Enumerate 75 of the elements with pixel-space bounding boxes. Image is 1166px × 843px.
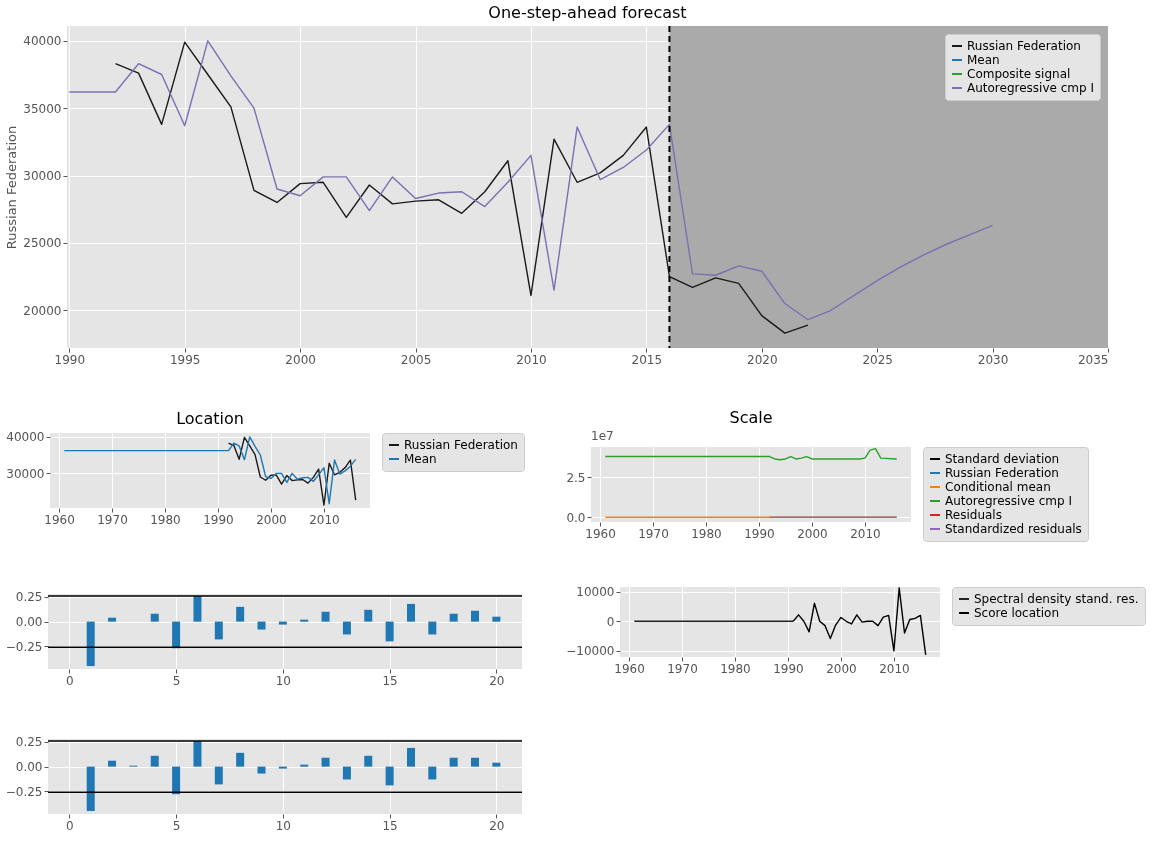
legend-label: Spectral density stand. res. [974,592,1139,606]
x-tick-label: 1960 [585,526,616,541]
x-tick-label: 2015 [631,352,663,367]
x-tick-label: 1995 [169,352,201,367]
y-tick-label: 10000 [576,585,615,600]
x-tick-label: 10 [275,818,292,833]
y-tick-label: 0.00 [15,760,43,775]
chart-title: Scale [729,408,773,427]
legend-label: Autoregressive cmp I [945,494,1072,508]
x-tick-label: 2000 [256,512,287,527]
x-tick-label: 1990 [744,526,775,541]
y-tick-label: 30000 [23,169,62,184]
text: 1e7 [591,429,614,443]
y-tick-label: −10000 [566,644,615,659]
x-tick-label: 1990 [54,352,86,367]
x-tick-label: 20 [489,673,505,688]
x-tick-label: 1980 [691,526,722,541]
x-tick-label: 1980 [150,512,181,527]
y-tick-label: 0.00 [15,615,43,630]
legend-label: Mean [404,452,437,466]
y-tick-label: 0.0 [566,510,586,525]
legend-label: Russian Federation [404,438,518,452]
x-tick-label: 5 [172,818,181,833]
y-tick-label: −0.25 [5,639,43,654]
y-tick-label: 2.5 [566,470,586,485]
y-tick-label: 0.25 [15,735,43,750]
y-tick-label: 35000 [23,101,62,116]
legend-label: Standard deviation [945,452,1060,466]
y-axis-title: Russian Federation [4,125,20,250]
legend-label: Russian Federation [945,466,1059,480]
x-tick-label: 1980 [720,661,751,676]
y-tick-label: 20000 [23,303,62,318]
x-tick-label: 2000 [797,526,828,541]
y-tick-label: 40000 [6,430,45,445]
x-tick-label: 2000 [826,661,857,676]
x-tick-label: 1990 [203,512,234,527]
x-tick-label: 1970 [97,512,128,527]
y-tick-label: 25000 [23,236,62,251]
x-tick-label: 1990 [773,661,804,676]
x-tick-label: 2010 [879,661,910,676]
chart-title: One-step-ahead forecast [488,3,687,22]
x-tick-label: 5 [172,673,181,688]
y-tick-label: −0.25 [5,784,43,799]
x-tick-label: 2010 [516,352,547,367]
x-tick-label: 10 [275,673,292,688]
x-tick-label: 1970 [638,526,669,541]
x-tick-label: 2035 [1077,352,1109,367]
legend-label: Standardized residuals [945,522,1082,536]
y-tick-label: 0 [606,614,615,629]
legend-label: Residuals [945,508,1002,522]
y-tick-label: 0.25 [15,590,43,605]
legend-label: Score location [974,606,1060,620]
legend-label: Russian Federation [967,39,1081,53]
legend-label: Composite signal [967,67,1071,81]
chart-title: Location [176,408,244,428]
x-tick-label: 2010 [850,526,881,541]
x-tick-label: 2020 [747,352,778,367]
legend-label: Mean [967,53,1000,67]
x-tick-label: 20 [489,818,505,833]
x-tick-label: 2005 [400,352,432,367]
x-tick-label: 15 [382,673,398,688]
x-tick-label: 0 [66,673,74,688]
legend-label: Conditional mean [945,480,1051,494]
x-tick-label: 2010 [309,512,340,527]
x-tick-label: 2025 [862,352,893,367]
x-tick-label: 15 [382,818,398,833]
x-tick-label: 1960 [614,661,645,676]
x-tick-label: 0 [66,818,74,833]
y-tick-label: 30000 [6,466,45,481]
x-tick-label: 2000 [285,352,316,367]
y-tick-label: 40000 [23,34,62,49]
x-tick-label: 1970 [667,661,698,676]
x-tick-label: 1960 [44,512,75,527]
legend-label: Autoregressive cmp I [967,81,1094,95]
x-tick-label: 2030 [977,352,1009,367]
